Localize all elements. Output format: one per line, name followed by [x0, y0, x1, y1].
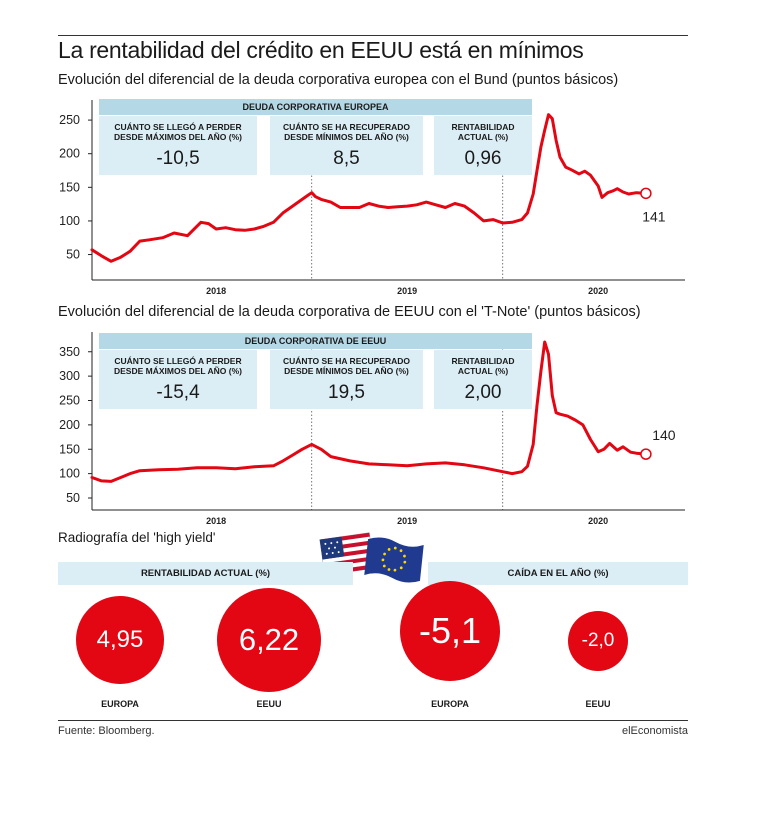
stat-value: -10,5 [156, 148, 200, 169]
circle-caida-eeuu: -2,0 [568, 611, 628, 671]
y-tick-label: 200 [59, 418, 80, 432]
y-tick-label: 150 [59, 180, 80, 194]
end-value-label: 140 [652, 427, 676, 443]
stat-label: RENTABILIDAD ACTUAL (%) [451, 356, 515, 376]
high-yield-title: Radiografía del 'high yield' [58, 530, 216, 545]
footer-source: Fuente: Bloomberg. [58, 725, 155, 737]
circle-caida-europa: -5,1 [400, 581, 500, 681]
y-tick-label: 300 [59, 369, 80, 383]
footer-rule [58, 720, 688, 721]
chart1-stat-recuperado: CUÁNTO SE HA RECUPERADO DESDE MÍNIMOS DE… [270, 116, 423, 175]
x-tick-label: 2018 [206, 286, 226, 296]
stat-label: RENTABILIDAD ACTUAL (%) [451, 122, 515, 142]
x-tick-label: 2020 [588, 516, 608, 525]
y-tick-label: 100 [59, 467, 80, 481]
chart2-stat-recuperado: CUÁNTO SE HA RECUPERADO DESDE MÍNIMOS DE… [270, 350, 423, 409]
chart2-stats-header-label: DEUDA CORPORATIVA DE EEUU [99, 333, 532, 349]
stat-label: CUÁNTO SE HA RECUPERADO DESDE MÍNIMOS DE… [282, 122, 411, 142]
x-tick-label: 2018 [206, 516, 226, 525]
circle-value: -2,0 [581, 630, 615, 651]
chart2-stats-header: DEUDA CORPORATIVA DE EEUU [99, 333, 532, 349]
stat-value: 8,5 [333, 148, 360, 169]
circle-label: EUROPA [101, 699, 139, 709]
chart1-title: Evolución del diferencial de la deuda co… [58, 72, 619, 88]
eu-flag-icon [360, 534, 428, 591]
stat-value: 19,5 [328, 382, 365, 403]
end-value-label: 141 [642, 208, 666, 224]
y-tick-label: 250 [59, 394, 80, 408]
y-tick-label: 200 [59, 147, 80, 161]
series-line [90, 340, 648, 483]
y-tick-label: 250 [59, 113, 80, 127]
circle-label: EUROPA [431, 699, 469, 709]
circle-rentabilidad-eeuu: 6,22 [217, 588, 321, 692]
chart2-stat-rentabilidad: RENTABILIDAD ACTUAL (%) 2,00 [434, 350, 532, 409]
top-rule [58, 35, 688, 36]
y-tick-label: 50 [66, 248, 80, 262]
y-tick-label: 350 [59, 345, 80, 359]
chart2-svg: 50 100 150 200 250 300 350 2018 2019 2020 140 [59, 332, 685, 525]
chart1-stats-header: DEUDA CORPORATIVA EUROPEA [99, 99, 532, 115]
stat-label: CUÁNTO SE HA RECUPERADO DESDE MÍNIMOS DE… [282, 356, 411, 376]
circle-label: EEUU [585, 699, 611, 709]
chart1-stat-rentabilidad: RENTABILIDAD ACTUAL (%) 0,96 [434, 116, 532, 175]
rentabilidad-header: RENTABILIDAD ACTUAL (%) [58, 562, 353, 585]
circle-value: 4,95 [96, 626, 144, 653]
caida-header: CAÍDA EN EL AÑO (%) [428, 562, 688, 585]
circle-value: -5,1 [418, 610, 482, 651]
chart1-stat-perdida: CUÁNTO SE LLEGÓ A PERDER DESDE MÁXIMOS D… [99, 116, 257, 175]
chart1-stats-header-label: DEUDA CORPORATIVA EUROPEA [99, 99, 532, 115]
chart1-svg: 50 100 150 200 250 2018 2019 2020 141 [59, 100, 685, 296]
y-tick-label: 100 [59, 214, 80, 228]
stat-value: 0,96 [464, 148, 502, 169]
footer-brand: elEconomista [621, 725, 688, 737]
x-tick-label: 2019 [397, 516, 417, 525]
stat-label: CUÁNTO SE LLEGÓ A PERDER DESDE MÁXIMOS D… [114, 122, 242, 142]
chart2-stat-perdida: CUÁNTO SE LLEGÓ A PERDER DESDE MÁXIMOS D… [99, 350, 257, 409]
end-point-marker [640, 187, 652, 200]
end-point-marker [640, 448, 652, 460]
y-tick-label: 150 [59, 442, 80, 456]
circle-rentabilidad-europa: 4,95 [76, 596, 164, 684]
series-line [90, 113, 648, 263]
stat-value: -15,4 [156, 382, 200, 403]
x-tick-label: 2019 [397, 286, 417, 296]
stat-label: CUÁNTO SE LLEGÓ A PERDER DESDE MÁXIMOS D… [114, 356, 242, 376]
stat-value: 2,00 [464, 382, 502, 403]
page-title: La rentabilidad del crédito en EEUU está… [58, 37, 584, 63]
y-tick-label: 50 [66, 491, 80, 505]
x-tick-label: 2020 [588, 286, 608, 296]
circle-value: 6,22 [238, 622, 300, 657]
chart2-title: Evolución del diferencial de la deuda co… [58, 304, 641, 320]
circle-label: EEUU [256, 699, 282, 709]
